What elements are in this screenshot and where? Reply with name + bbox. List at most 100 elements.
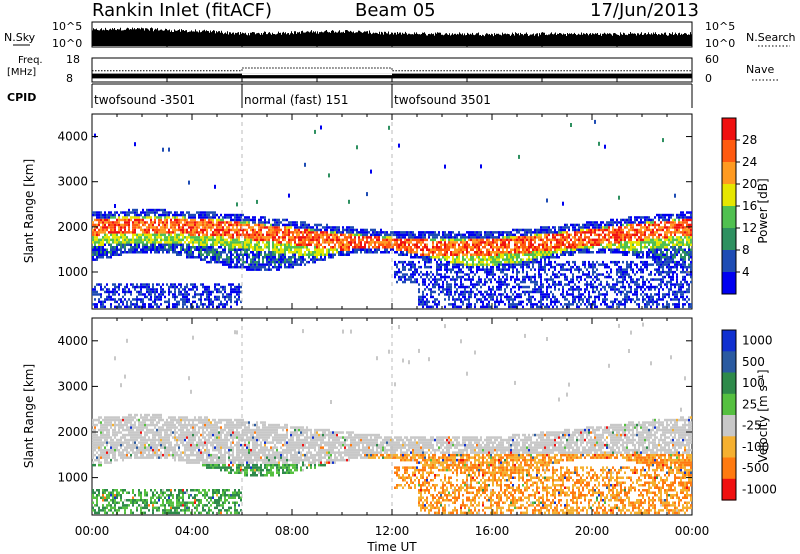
echo-cell (618, 221, 620, 224)
echo-cell (236, 228, 238, 232)
echo-cell (122, 246, 124, 249)
echo-cell (606, 305, 608, 309)
echo-cell (586, 273, 588, 276)
echo-cell (616, 268, 618, 271)
echo-cell (152, 248, 154, 251)
echo-cell (512, 253, 514, 256)
echo-cell (438, 256, 440, 259)
echo-cell (426, 303, 428, 306)
echo-cell (152, 305, 154, 309)
echo-cell (150, 303, 152, 306)
echo-cell (98, 293, 100, 296)
echo-cell (522, 238, 524, 242)
echo-cell (106, 288, 108, 291)
echo-cell (206, 211, 208, 214)
echo-cell (194, 241, 196, 244)
echo-cell (516, 295, 518, 299)
echo-cell (558, 280, 560, 284)
echo-cell (400, 275, 402, 279)
echo-cell (612, 243, 614, 246)
echo-cell (488, 295, 490, 299)
echo-cell (538, 251, 540, 254)
echo-cell (464, 285, 466, 289)
echo-cell (140, 226, 142, 229)
echo-cell (576, 223, 578, 227)
echo-cell (198, 293, 200, 296)
echo-cell (566, 283, 568, 286)
echo-cell (270, 263, 272, 266)
echo-cell (456, 253, 458, 256)
echo-cell (550, 253, 552, 256)
echo-cell (96, 231, 98, 234)
echo-cell (294, 246, 296, 249)
echo-cell (480, 243, 482, 246)
echo-cell (522, 285, 524, 289)
echo-cell (142, 251, 144, 254)
echo-cell (604, 236, 606, 239)
echo-cell (214, 253, 216, 256)
echo-cell (454, 241, 456, 244)
echo-cell (224, 238, 226, 242)
echo-cell (594, 285, 596, 289)
echo-cell (426, 253, 428, 256)
echo-cell (100, 303, 102, 306)
echo-cell (576, 275, 578, 279)
echo-cell (260, 248, 262, 251)
echo-cell (386, 233, 388, 237)
echo-cell (150, 295, 152, 299)
echo-cell (154, 298, 156, 301)
echo-cell (438, 285, 440, 289)
echo-cell (96, 213, 98, 217)
echo-cell (572, 288, 574, 291)
echo-cell (318, 248, 320, 251)
echo-cell (254, 218, 256, 222)
power-echoes (92, 114, 692, 309)
echo-cell (478, 248, 480, 251)
echo-cell (526, 238, 528, 242)
freq-left-tick-bottom: 8 (66, 72, 73, 85)
echo-cell (224, 290, 226, 294)
echo-cell (186, 231, 188, 234)
echo-cell (548, 246, 550, 249)
echo-cell (410, 273, 412, 276)
echo-cell (558, 243, 560, 246)
echo-cell (552, 231, 554, 234)
freq-panel: Freq. [MHz] 18 8 60 0 Nave (7, 53, 778, 85)
echo-cell (480, 290, 482, 294)
echo-cell (540, 273, 542, 276)
echo-cell (214, 241, 216, 244)
echo-cell (562, 233, 564, 237)
echo-cell (138, 251, 140, 254)
echo-cell (476, 256, 478, 259)
echo-cell (284, 253, 286, 256)
echo-cell (424, 263, 426, 266)
echo-cell (234, 263, 236, 266)
echo-cell (496, 258, 498, 261)
echo-cell (100, 251, 102, 254)
echo-cell (160, 221, 162, 224)
echo-cell (128, 231, 130, 234)
echo-cell (174, 298, 176, 301)
echo-cell (206, 216, 208, 219)
echo-cell (446, 248, 448, 251)
echo-cell (106, 248, 108, 251)
echo-cell (618, 268, 620, 271)
echo-cell (610, 268, 612, 271)
echo-cell (342, 248, 344, 251)
echo-cell (198, 243, 200, 246)
echo-cell (630, 226, 632, 229)
echo-cell (300, 243, 302, 246)
echo-cell (348, 199, 350, 204)
echo-cell (390, 231, 392, 234)
echo-cell (208, 293, 210, 296)
echo-cell (560, 233, 562, 237)
echo-cell (248, 246, 250, 249)
echo-cell (542, 248, 544, 251)
echo-cell (410, 275, 412, 279)
echo-cell (354, 238, 356, 242)
echo-cell (518, 300, 520, 304)
echo-cell (164, 290, 166, 294)
echo-cell (170, 211, 172, 214)
echo-cell (254, 263, 256, 266)
echo-cell (118, 305, 120, 309)
